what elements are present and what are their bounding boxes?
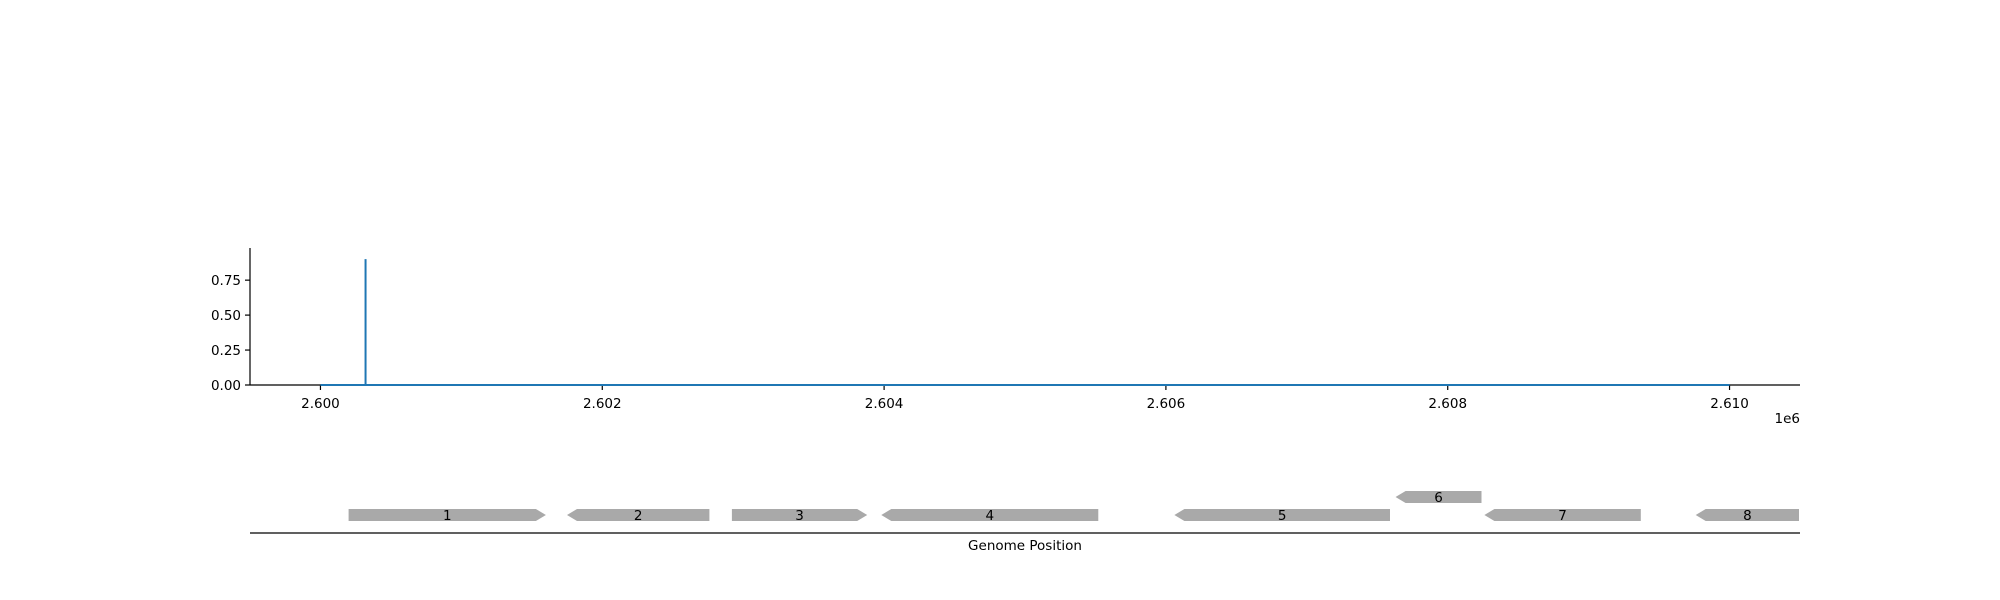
y-tick-label: 0.50 (211, 308, 241, 324)
gene-label: 3 (795, 508, 804, 524)
gene-arrow-8 (1695, 509, 1799, 521)
x-offset-label: 1e6 (1775, 411, 1800, 427)
gene-arrows: 1 2 3 4 5 6 7 8 (348, 490, 1799, 524)
gene-label: 7 (1558, 508, 1567, 524)
x-tick-label: 2.610 (1710, 396, 1749, 412)
gene-arrow-1 (348, 509, 546, 521)
gene-arrow-6 (1395, 491, 1482, 503)
y-tick-label: 0.00 (211, 378, 241, 394)
coverage-x-ticks: 2.600 2.602 2.604 2.606 2.608 2.610 (301, 385, 1749, 412)
gene-track-axes: 1 2 3 4 5 6 7 8 Genome Position (250, 490, 1800, 554)
gene-label: 2 (634, 508, 643, 524)
y-tick-label: 0.25 (211, 343, 241, 359)
gene-label: 5 (1278, 508, 1287, 524)
gene-arrow-4 (881, 509, 1099, 521)
gene-label: 8 (1743, 508, 1752, 524)
gene-arrow-3 (731, 509, 868, 521)
gene-label: 4 (986, 508, 995, 524)
gene-arrow-2 (567, 509, 710, 521)
x-tick-label: 2.600 (301, 396, 340, 412)
coverage-series-line (320, 259, 1730, 386)
gene-arrow-5 (1174, 509, 1390, 521)
x-tick-label: 2.604 (865, 396, 904, 412)
coverage-axes: 0.000.250.500.75 2.600 2.602 2.604 2.606 2.6… (211, 248, 1800, 427)
gene-label: 1 (443, 508, 452, 524)
y-tick-label: 0.75 (211, 273, 241, 289)
coverage-y-ticks: 0.00 0.25 0.50 0.75 (211, 273, 250, 394)
gene-arrow-7 (1484, 509, 1641, 521)
gene-label: 6 (1434, 490, 1443, 506)
x-tick-label: 2.602 (583, 396, 622, 412)
gene-track-x-label: Genome Position (968, 538, 1082, 554)
x-tick-label: 2.608 (1428, 396, 1467, 412)
x-tick-label: 2.606 (1147, 396, 1186, 412)
